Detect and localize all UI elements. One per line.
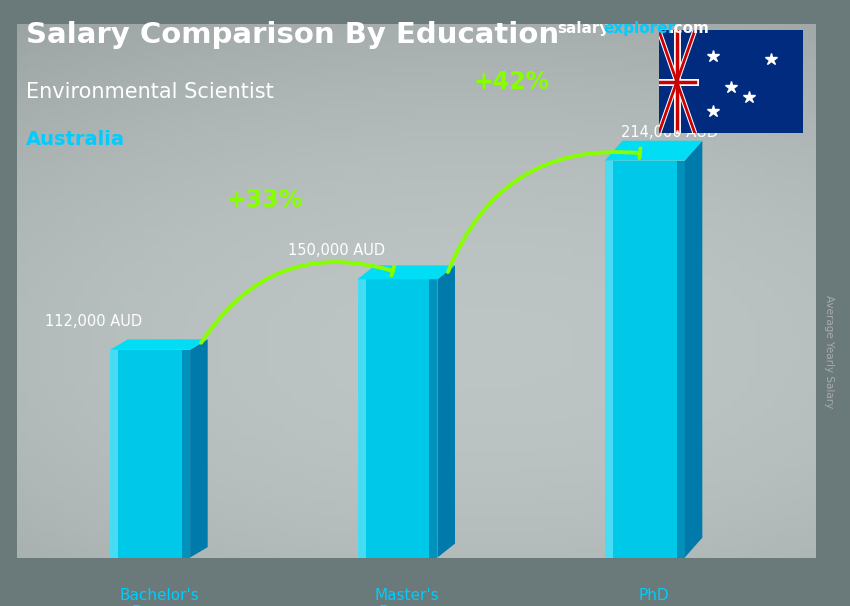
Text: PhD: PhD [639, 588, 670, 602]
Polygon shape [685, 141, 702, 558]
Polygon shape [110, 350, 118, 558]
Text: +42%: +42% [473, 70, 550, 94]
Text: .com: .com [669, 21, 710, 36]
Polygon shape [429, 279, 438, 558]
Text: +33%: +33% [226, 188, 303, 213]
Polygon shape [190, 339, 207, 558]
Polygon shape [438, 265, 455, 558]
Text: Bachelor's
Degree: Bachelor's Degree [120, 588, 200, 606]
Polygon shape [605, 161, 685, 558]
Text: 112,000 AUD: 112,000 AUD [44, 314, 142, 329]
Text: 214,000 AUD: 214,000 AUD [621, 125, 718, 140]
Polygon shape [358, 279, 438, 558]
Polygon shape [110, 339, 207, 350]
Polygon shape [110, 350, 190, 558]
Polygon shape [605, 141, 702, 161]
Polygon shape [605, 161, 613, 558]
Text: explorer: explorer [604, 21, 676, 36]
Polygon shape [182, 350, 190, 558]
Text: Australia: Australia [26, 130, 124, 149]
Polygon shape [677, 161, 685, 558]
Text: Master's
Degree: Master's Degree [375, 588, 439, 606]
Text: Environmental Scientist: Environmental Scientist [26, 82, 273, 102]
Text: 150,000 AUD: 150,000 AUD [288, 244, 385, 258]
Polygon shape [358, 279, 366, 558]
Polygon shape [358, 265, 455, 279]
Text: Average Yearly Salary: Average Yearly Salary [824, 295, 834, 408]
Text: Salary Comparison By Education: Salary Comparison By Education [26, 21, 558, 49]
Text: salary: salary [557, 21, 609, 36]
